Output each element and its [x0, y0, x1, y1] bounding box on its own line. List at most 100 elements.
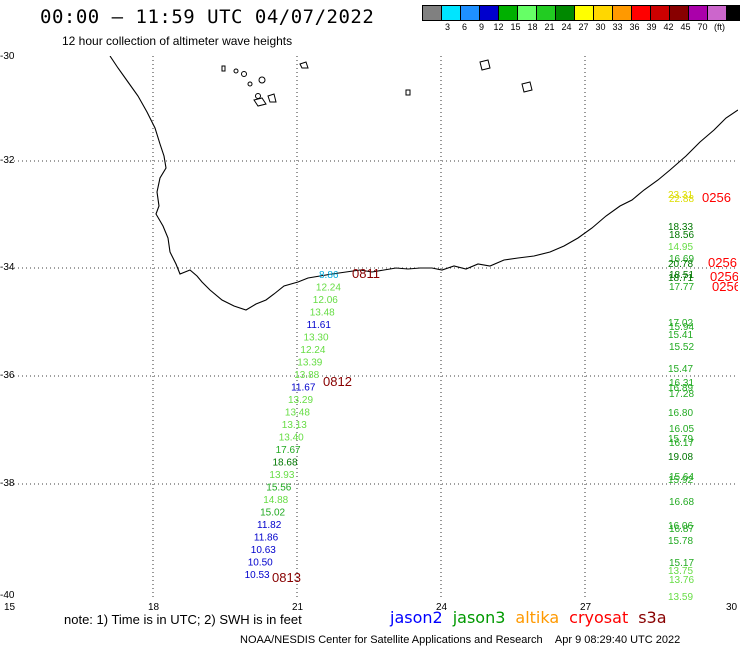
island — [299, 61, 309, 69]
legend-label: 24 — [561, 22, 572, 32]
satellite-name: cryosat — [569, 608, 629, 627]
legend-swatch — [612, 5, 632, 21]
track-value: 13.40 — [279, 433, 304, 444]
lon-tick: 18 — [148, 602, 160, 613]
satellite-name: jason2 — [390, 608, 443, 627]
legend-swatch — [441, 5, 461, 21]
track-value: 13.88 — [294, 370, 319, 381]
track-value: 13.48 — [285, 408, 310, 419]
track-value: 18.68 — [273, 458, 298, 469]
island — [253, 97, 267, 107]
lat-tick: -30 — [0, 51, 15, 62]
track-value: 15.92 — [668, 475, 693, 486]
track-value: 16.05 — [669, 424, 694, 435]
track-value: 8.86 — [319, 270, 339, 281]
legend-label: 3 — [444, 22, 450, 32]
island — [221, 65, 226, 72]
lat-tick: -34 — [0, 262, 15, 273]
legend-label: 39 — [646, 22, 657, 32]
legend-label: 18 — [527, 22, 538, 32]
pass-time: 0256 — [708, 255, 737, 270]
color-legend — [422, 5, 740, 21]
legend-swatch — [422, 5, 442, 21]
legend-swatch — [669, 5, 689, 21]
track-value: 15.78 — [668, 536, 693, 547]
map-frame — [10, 56, 738, 600]
track-value: 17.02 — [668, 318, 693, 329]
legend-label: 30 — [595, 22, 606, 32]
pass-time: 0256 — [702, 190, 731, 205]
island — [255, 93, 261, 99]
legend-label: 21 — [544, 22, 555, 32]
lat-tick: -38 — [0, 478, 15, 489]
legend-swatch — [726, 5, 740, 21]
track-value: 16.87 — [669, 524, 694, 535]
satellite-name: s3a — [638, 608, 667, 627]
track-value: 17.28 — [669, 389, 694, 400]
track-value: 15.47 — [668, 364, 693, 375]
lon-tick: 27 — [580, 602, 592, 613]
track-value: 23.31 — [668, 190, 693, 201]
legend-swatch — [536, 5, 556, 21]
track-value: 11.61 — [307, 320, 332, 331]
track-value: 16.68 — [669, 497, 694, 508]
track-value: 16.31 — [669, 378, 694, 389]
legend-swatch — [650, 5, 670, 21]
legend-swatch — [574, 5, 594, 21]
island — [521, 81, 533, 93]
graticule — [10, 56, 738, 600]
lon-tick: 15 — [4, 602, 16, 613]
legend-label: 27 — [578, 22, 589, 32]
track-value: 18.51 — [669, 270, 694, 281]
lat-tick: -32 — [0, 155, 15, 166]
legend-swatch — [498, 5, 518, 21]
track-value: 13.13 — [282, 420, 307, 431]
west-pass-track: 8.8612.2412.0613.4811.6113.3012.2413.391… — [245, 266, 380, 585]
track-value: 15.94 — [669, 322, 694, 333]
island — [247, 81, 253, 87]
track-value: 15.79 — [668, 434, 693, 445]
legend-swatch — [688, 5, 708, 21]
track-value: 15.52 — [669, 342, 694, 353]
track-value: 13.93 — [269, 470, 294, 481]
legend-label: 36 — [629, 22, 640, 32]
pass-time: 0256 — [710, 269, 738, 284]
track-value: 11.86 — [254, 533, 279, 544]
track-value: 18.33 — [668, 222, 693, 233]
satellite-name: altika — [515, 608, 560, 627]
lat-tick: -36 — [0, 370, 15, 381]
track-value: 16.80 — [668, 408, 693, 419]
track-value: 10.50 — [248, 558, 273, 569]
legend-label — [422, 22, 439, 32]
track-value: 19.08 — [668, 452, 693, 463]
legend-label: 15 — [510, 22, 521, 32]
track-value: 14.95 — [668, 242, 693, 253]
track-value: 13.48 — [310, 308, 335, 319]
legend-label: 42 — [663, 22, 674, 32]
legend-swatch — [555, 5, 575, 21]
pass-time: 0811 — [352, 266, 380, 281]
track-value: 11.67 — [291, 383, 316, 394]
legend-label: 12 — [493, 22, 504, 32]
pass-time: 0813 — [272, 570, 301, 585]
map-subtitle: 12 hour collection of altimeter wave hei… — [62, 34, 293, 48]
track-value: 15.41 — [668, 330, 693, 341]
coastline — [109, 56, 738, 311]
legend-label: 9 — [478, 22, 484, 32]
track-value: 12.06 — [313, 295, 338, 306]
lon-tick: 21 — [292, 602, 304, 613]
track-value: 15.56 — [266, 483, 291, 494]
lat-tick: -40 — [0, 590, 15, 601]
map-title: 00:00 – 11:59 UTC 04/07/2022 — [40, 6, 375, 28]
legend-swatch — [479, 5, 499, 21]
track-value: 13.59 — [668, 592, 693, 600]
track-value: 13.75 — [668, 566, 693, 577]
track-value: 13.39 — [297, 358, 322, 369]
legend-label: 45 — [680, 22, 691, 32]
legend-label: 6 — [461, 22, 467, 32]
island — [405, 89, 411, 96]
track-value: 17.77 — [669, 282, 694, 293]
track-value: 15.64 — [669, 472, 694, 483]
legend-swatch — [593, 5, 613, 21]
